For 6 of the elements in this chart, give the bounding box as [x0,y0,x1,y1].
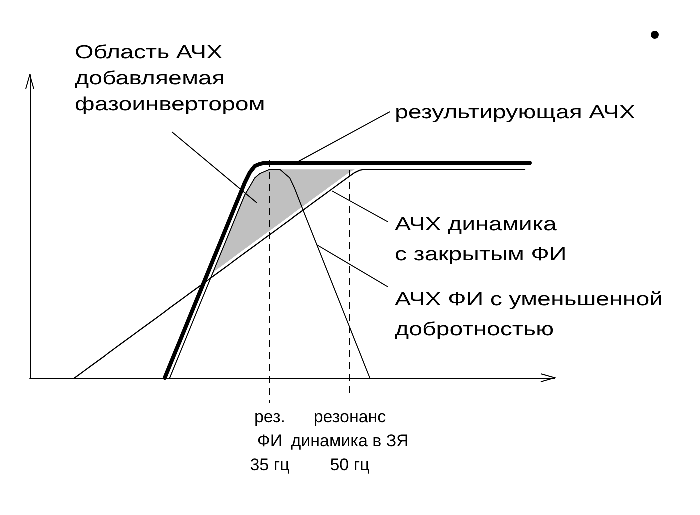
annotation: АЧХ динамика с закрытым ФИ [395,213,567,265]
text: Область АЧХ добавляемая фазоинвертором [75,41,266,115]
text: результирующая АЧХ [395,101,636,123]
x-tick-label: рез. ФИ 35 гц [250,408,290,474]
x-tick-label: резонанс динамика в ЗЯ 50 гц [291,408,409,474]
annotation: АЧХ ФИ с уменьшенной добротностью [395,288,664,340]
